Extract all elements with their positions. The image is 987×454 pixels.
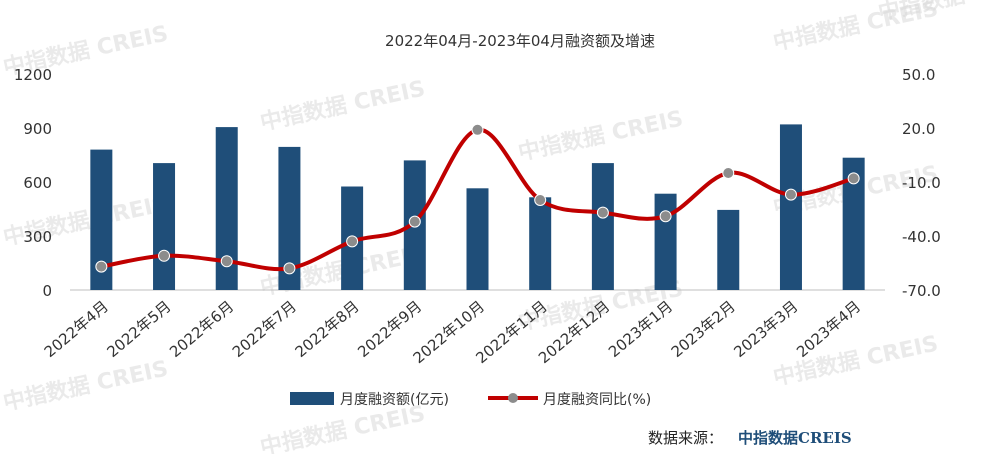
left-tick-label: 600 [23,174,52,192]
bar [90,149,113,290]
line-point [847,172,860,185]
left-tick-label: 900 [23,120,52,138]
legend-bar-label: 月度融资额(亿元) [340,392,449,408]
left-tick-label: 300 [23,228,52,246]
bar [779,124,802,291]
bar [278,146,301,290]
category-label: 2022年4月 [41,297,112,361]
line-point [471,123,484,136]
bar [591,163,614,290]
legend-line-label: 月度融资同比(%) [543,392,651,408]
line-point [158,249,171,262]
line-series [95,123,860,275]
legend-line-marker [508,393,518,403]
category-label: 2022年8月 [292,297,363,361]
watermark-text: 中指数据 CREIS [516,106,686,166]
right-tick-label: -70.0 [902,282,941,300]
left-tick-label: 1200 [14,66,52,84]
bar [654,193,677,290]
watermark-text: 中指数据 CREIS [1,356,171,416]
watermark-text: 中指数据 CREIS [771,331,941,391]
line-point [346,235,359,248]
source-brand: 中指数据CREIS [738,429,852,447]
line-point [534,194,547,206]
category-label: 2022年7月 [229,297,300,361]
category-label: 2023年2月 [668,297,739,361]
line-point [659,210,672,223]
right-tick-label: -10.0 [902,174,941,192]
source-note: 数据来源： 中指数据CREIS [648,429,852,447]
watermark-text: 中指数据 CREIS [258,76,428,136]
bar [153,163,176,290]
right-tick-label: 50.0 [902,66,935,84]
bar [466,188,489,290]
right-tick-label: 20.0 [902,120,935,138]
bar [215,127,238,290]
line-point [283,262,296,275]
category-label: 2022年6月 [166,297,237,361]
legend-bar-swatch [290,392,334,405]
category-label: 2022年5月 [104,297,175,361]
line-point [220,255,233,268]
left-tick-label: 0 [42,282,52,300]
left-axis: 0 300 600 900 1200 [14,66,52,300]
category-label: 2023年3月 [730,297,801,361]
line-point [596,206,609,219]
bar [842,157,865,290]
chart-title: 2022年04月-2023年04月融资额及增速 [385,32,655,50]
source-label: 数据来源： [648,429,723,447]
line-point [408,215,421,228]
bar [529,197,552,290]
line-point [784,188,797,201]
legend: 月度融资额(亿元) 月度融资同比(%) [290,392,651,408]
watermark-text: 中指数据 CREIS [258,401,428,454]
bar-series [90,124,865,291]
line-point [95,260,108,273]
right-axis: -70.0 -40.0 -10.0 20.0 50.0 [902,66,941,300]
right-tick-label: -40.0 [902,228,941,246]
bar [717,209,740,290]
line-point [722,167,735,179]
